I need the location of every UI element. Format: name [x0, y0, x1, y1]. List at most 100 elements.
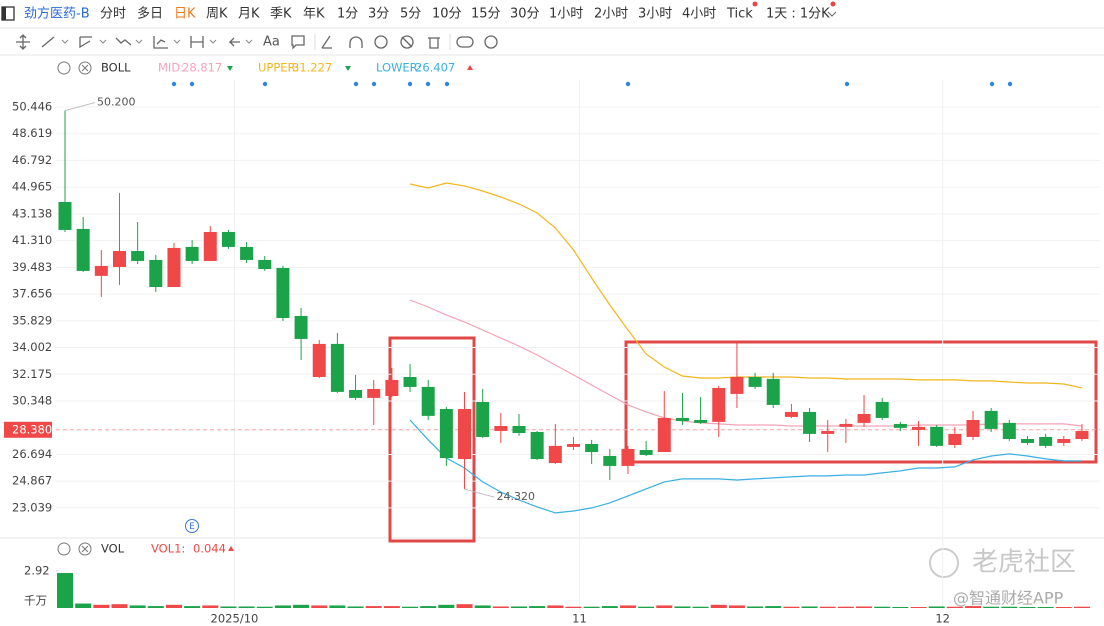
event-marker[interactable] — [185, 519, 199, 533]
y-tick-label: 24.867 — [12, 474, 52, 488]
y-tick-label: 44.965 — [12, 180, 52, 194]
period-tab[interactable]: 1天 : 1分K — [766, 7, 830, 22]
period-tab[interactable]: 周K — [206, 7, 228, 22]
hide-tool[interactable] — [400, 35, 414, 49]
candle-body — [657, 417, 671, 453]
candle-body — [76, 228, 90, 271]
period-tab[interactable]: 1分 — [337, 7, 358, 22]
period-tab[interactable]: 多日 — [137, 6, 163, 22]
fib-tool[interactable] — [153, 36, 168, 49]
event-dot[interactable] — [844, 81, 850, 87]
dropdown-arrow[interactable] — [827, 11, 837, 17]
candle-body — [821, 430, 835, 434]
event-dot[interactable] — [989, 81, 995, 87]
event-dot[interactable] — [171, 81, 177, 87]
volume-bar — [1019, 606, 1036, 608]
volume-bar — [347, 606, 364, 608]
candle-body — [712, 387, 726, 422]
y-tick-label: 37.656 — [12, 287, 52, 301]
event-dot[interactable] — [407, 81, 413, 87]
indicator-settings[interactable] — [57, 542, 71, 556]
volume-bar — [638, 606, 655, 608]
line-tool[interactable] — [41, 36, 55, 48]
volume-bar — [728, 605, 745, 608]
annotation-label: 50.200 — [97, 96, 136, 109]
volume-bar — [965, 606, 981, 608]
channel-tool[interactable] — [79, 36, 92, 49]
sync-tool[interactable] — [374, 35, 388, 49]
indicator-settings[interactable] — [57, 61, 71, 75]
legend-name: UPPER: — [258, 61, 299, 75]
period-tab[interactable]: 15分 — [471, 7, 501, 22]
period-tab[interactable]: 3分 — [368, 7, 389, 22]
volume-bar — [383, 606, 400, 608]
text-tool[interactable]: Aa — [263, 35, 280, 50]
period-tab[interactable]: 3小时 — [638, 7, 672, 22]
wave-tool[interactable] — [115, 37, 132, 46]
event-dot[interactable] — [189, 81, 195, 87]
candle-body — [512, 425, 526, 434]
indicator-close[interactable] — [78, 542, 92, 556]
candle-body — [766, 378, 780, 405]
event-dot[interactable] — [1007, 81, 1013, 87]
candle-body — [1039, 436, 1053, 446]
tool-dropdown[interactable] — [135, 39, 143, 44]
period-tab[interactable]: 日K — [174, 7, 196, 22]
period-tab[interactable]: 30分 — [510, 7, 540, 22]
angle-tool[interactable] — [321, 35, 332, 49]
event-dot[interactable] — [625, 81, 631, 87]
event-dot[interactable] — [371, 81, 377, 87]
event-dot[interactable] — [353, 81, 359, 87]
arrow-tool[interactable] — [228, 37, 240, 47]
tool-dropdown[interactable] — [173, 39, 181, 44]
symbol[interactable]: 劲方医药-B — [24, 6, 90, 22]
volume-bar — [892, 606, 909, 608]
x-tick-label: 2025/10 — [211, 612, 259, 626]
candle-body — [203, 231, 217, 261]
volume-bar — [511, 606, 527, 608]
candle-body — [439, 409, 453, 459]
event-dot[interactable] — [425, 81, 431, 87]
candle-body — [875, 401, 889, 418]
candle-body — [312, 343, 326, 377]
indicator-name: VOL — [101, 542, 125, 556]
volume-bar — [402, 606, 419, 608]
period-tab[interactable]: 5分 — [400, 7, 421, 22]
legend-value: 26.407 — [415, 61, 455, 75]
delete-tool[interactable] — [428, 37, 440, 49]
candle-body — [330, 343, 344, 392]
toggle-tool[interactable] — [456, 36, 474, 48]
volume-bar — [329, 605, 346, 608]
candle-body — [1002, 422, 1016, 440]
volume-bar — [256, 606, 273, 608]
range-tool[interactable] — [190, 36, 204, 48]
magnet-tool[interactable] — [349, 36, 363, 48]
period-tab[interactable]: 10分 — [432, 7, 462, 22]
tool-dropdown[interactable] — [99, 39, 107, 44]
tool-dropdown[interactable] — [209, 39, 217, 44]
indicator-close[interactable] — [78, 61, 92, 75]
note-tool[interactable] — [291, 35, 305, 50]
volume-bar — [692, 606, 709, 608]
tool-dropdown[interactable] — [245, 39, 253, 44]
candle-body — [530, 431, 544, 460]
volume-bar — [1001, 606, 1018, 608]
volume-bar — [946, 606, 963, 608]
period-tab[interactable]: 4小时 — [682, 7, 716, 22]
volume-bar — [147, 606, 164, 608]
move-tool[interactable] — [16, 34, 30, 50]
volume-bar — [274, 605, 291, 608]
period-tab[interactable]: 2小时 — [594, 7, 628, 22]
settings-tool[interactable] — [484, 35, 498, 49]
volume-bar — [747, 606, 764, 608]
event-dot[interactable] — [444, 81, 450, 87]
period-tab[interactable]: 季K — [270, 7, 292, 22]
period-tab[interactable]: 年K — [303, 7, 325, 22]
tool-dropdown[interactable] — [61, 39, 69, 44]
event-dot[interactable] — [262, 81, 268, 87]
period-tab[interactable]: 月K — [238, 7, 260, 22]
period-tab[interactable]: 1小时 — [549, 7, 583, 22]
period-tab[interactable]: 分时 — [100, 7, 126, 22]
y-tick-label: 46.792 — [12, 153, 52, 167]
period-tab[interactable]: Tick — [726, 7, 753, 22]
